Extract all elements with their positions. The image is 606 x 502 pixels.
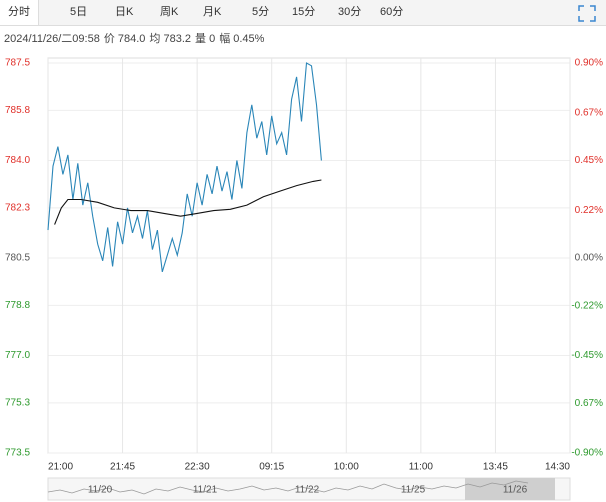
x-tick-label: 14:30	[545, 462, 570, 473]
y2-tick-label: 0.90%	[575, 58, 603, 69]
tab[interactable]: 60分	[380, 6, 404, 18]
price-line	[47, 62, 322, 273]
y2-tick-label: 0.45%	[575, 155, 603, 166]
y2-tick-label: -0.45%	[571, 350, 603, 361]
y-tick-label: 775.3	[5, 397, 30, 408]
y-tick-label: 785.8	[5, 105, 30, 116]
navigator	[47, 477, 571, 501]
navigator-date: 11/21	[193, 485, 218, 496]
y-tick-label: 778.8	[5, 300, 30, 311]
navigator-date: 11/22	[295, 485, 320, 496]
info-item: 量 0	[195, 33, 216, 45]
navigator-sparkline	[47, 480, 529, 495]
tab[interactable]: 15分	[292, 6, 316, 18]
tab[interactable]: 日K	[115, 6, 134, 18]
tab-bar: 分时 5日 日K 周K 月K 5分 15分 30分 60分	[0, 0, 606, 26]
tab[interactable]: 30分	[338, 6, 362, 18]
navigator-selection[interactable]	[465, 478, 555, 500]
x-tick-label: 10:00	[334, 462, 359, 473]
y-tick-label: 782.3	[5, 202, 30, 213]
y2-tick-label: -0.22%	[571, 300, 603, 311]
info-item: 幅 0.45%	[219, 33, 265, 45]
x-tick-label: 09:15	[259, 462, 284, 473]
tab[interactable]: 5日	[70, 6, 88, 18]
y-tick-label: 773.5	[5, 448, 30, 459]
y2-tick-label: 0.22%	[575, 205, 603, 216]
navigator-date: 11/26	[503, 485, 528, 496]
x-tick-label: 22:30	[185, 462, 210, 473]
y2-tick-label: 0.00%	[575, 253, 603, 264]
tab[interactable]: 5分	[252, 6, 270, 18]
y-tick-label: 777.0	[5, 350, 30, 361]
fullscreen-icon[interactable]	[578, 5, 596, 22]
y-tick-label: 784.0	[5, 155, 30, 166]
tab[interactable]: 月K	[203, 6, 222, 18]
x-tick-label: 21:00	[48, 462, 73, 473]
info-item: 均 783.2	[149, 33, 192, 45]
y2-tick-label: -0.90%	[571, 448, 603, 459]
info-item: 2024/11/26/二09:58	[4, 33, 100, 45]
navigator-date: 11/25	[401, 485, 426, 496]
plot-frame	[47, 57, 571, 454]
info-item: 价 784.0	[103, 33, 146, 45]
y-tick-label: 787.5	[5, 58, 30, 69]
y2-tick-label: 0.67%	[575, 398, 603, 409]
navigator-date: 11/20	[88, 485, 113, 496]
x-tick-label: 11:00	[409, 462, 434, 473]
y2-tick-label: 0.67%	[575, 107, 603, 118]
x-tick-label: 13:45	[483, 462, 508, 473]
x-tick-label: 21:45	[110, 462, 135, 473]
price-line	[54, 179, 322, 225]
tab[interactable]: 周K	[160, 6, 179, 18]
y-tick-label: 780.5	[5, 253, 30, 264]
tab[interactable]: 分时	[0, 0, 39, 25]
